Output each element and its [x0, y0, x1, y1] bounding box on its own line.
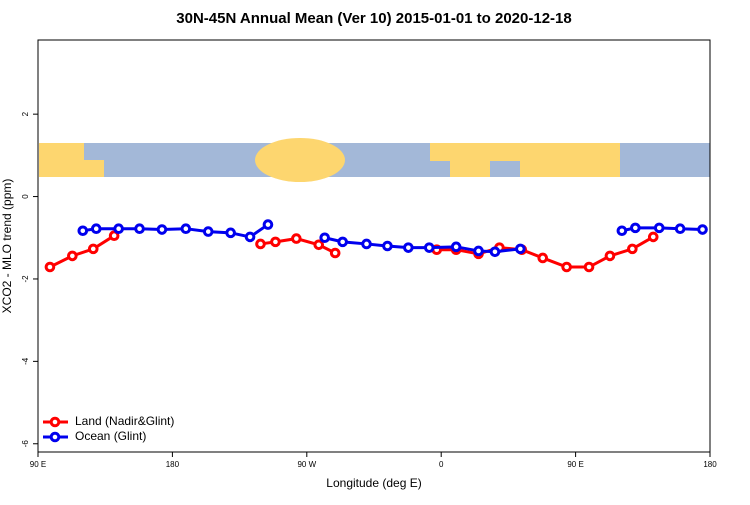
map-band: [39, 138, 710, 182]
data-point: [604, 250, 616, 262]
data-point: [515, 243, 526, 255]
x-tick-label: 0: [439, 460, 444, 469]
data-point: [653, 222, 665, 234]
data-point: [156, 224, 168, 235]
data-point: [180, 223, 192, 234]
plot-frame: [37, 39, 711, 453]
y-tick-label: -6: [21, 440, 30, 448]
legend-marker: [49, 416, 61, 428]
data-point: [489, 246, 501, 258]
data-point: [291, 233, 302, 244]
data-point: [262, 219, 274, 230]
data-point: [627, 243, 638, 255]
legend-marker: [49, 431, 61, 443]
y-tick-label: 0: [21, 194, 30, 199]
series-line: [82, 223, 269, 239]
data-point: [697, 224, 708, 235]
data-point: [561, 261, 572, 273]
data-point: [108, 230, 120, 241]
legend-label: Ocean (Glint): [75, 429, 146, 443]
data-point: [87, 243, 99, 255]
data-point: [647, 231, 659, 243]
data-point: [674, 223, 686, 234]
data-point: [583, 261, 595, 273]
data-point: [255, 238, 266, 250]
data-point: [270, 236, 281, 248]
x-axis-label: Longitude (deg E): [326, 476, 421, 490]
data-point: [90, 223, 102, 234]
data-point: [423, 242, 435, 253]
chart-title: 30N-45N Annual Mean (Ver 10) 2015-01-01 …: [176, 10, 571, 27]
series-line: [49, 234, 115, 269]
x-tick-label: 90 W: [297, 460, 316, 469]
data-point: [225, 227, 236, 239]
data-point: [537, 252, 549, 264]
data-point: [313, 239, 325, 251]
y-tick-label: 2: [21, 111, 30, 116]
data-point: [329, 247, 341, 259]
data-point: [382, 240, 393, 252]
x-tick-label: 90 E: [30, 460, 46, 469]
data-point: [337, 236, 348, 248]
data-point: [202, 226, 214, 237]
x-tick-label: 180: [703, 460, 717, 469]
legend-label: Land (Nadir&Glint): [75, 414, 174, 428]
data-point: [113, 223, 124, 234]
x-tick-label: 180: [166, 460, 180, 469]
data-point: [319, 232, 331, 244]
series-line: [324, 236, 521, 254]
data-point: [616, 225, 628, 237]
y-axis-label: XCO2 - MLO trend (ppm): [0, 179, 14, 314]
y-tick-label: -4: [21, 357, 30, 365]
data-point: [44, 261, 56, 273]
data-point: [450, 241, 462, 253]
data-point: [403, 242, 414, 253]
data-point: [77, 225, 89, 237]
data-point: [67, 250, 78, 262]
y-tick-label: -2: [21, 275, 30, 283]
data-point: [473, 245, 484, 257]
data-point: [244, 231, 256, 243]
data-point: [134, 223, 145, 234]
x-tick-label: 90 E: [567, 460, 583, 469]
data-point: [630, 222, 641, 234]
data-point: [361, 238, 372, 250]
